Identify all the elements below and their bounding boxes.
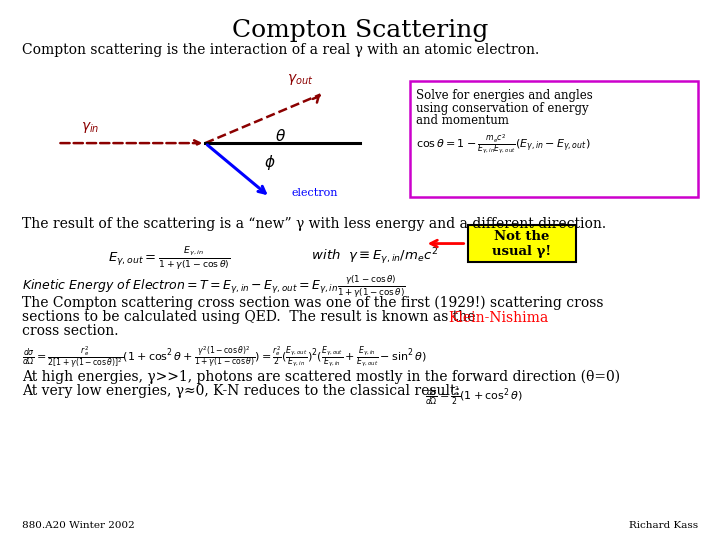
Text: Klein-Nishima: Klein-Nishima [448, 310, 548, 325]
Text: $with\ \ \gamma \equiv E_{\gamma,in}/m_e c^2$: $with\ \ \gamma \equiv E_{\gamma,in}/m_e… [299, 247, 438, 267]
Text: $\phi$: $\phi$ [264, 152, 276, 172]
Text: $\gamma_{in}$: $\gamma_{in}$ [81, 120, 99, 135]
Text: At high energies, γ>>1, photons are scattered mostly in the forward direction (θ: At high energies, γ>>1, photons are scat… [22, 370, 620, 384]
Text: The result of the scattering is a “new” γ with less energy and a different direc: The result of the scattering is a “new” … [22, 217, 606, 231]
Text: electron: electron [292, 188, 338, 198]
Text: The Compton scattering cross section was one of the first (1929!) scattering cro: The Compton scattering cross section was… [22, 296, 603, 310]
Text: $E_{\gamma,out} = \frac{E_{\gamma,in}}{1 + \gamma(1-\cos\theta)}$: $E_{\gamma,out} = \frac{E_{\gamma,in}}{1… [108, 244, 230, 272]
Text: Not the
usual γ!: Not the usual γ! [492, 230, 552, 258]
Text: and momentum: and momentum [416, 114, 509, 127]
FancyBboxPatch shape [468, 225, 576, 262]
Text: cross section.: cross section. [22, 324, 118, 338]
Text: Richard Kass: Richard Kass [629, 521, 698, 530]
FancyBboxPatch shape [410, 81, 698, 197]
Text: Compton Scattering: Compton Scattering [232, 19, 488, 42]
Text: Compton scattering is the interaction of a real γ with an atomic electron.: Compton scattering is the interaction of… [22, 43, 539, 57]
Text: $\gamma_{out}$: $\gamma_{out}$ [287, 72, 313, 87]
Text: $\cos\theta = 1 - \frac{m_e c^2}{E_{\gamma,in}E_{\gamma,out}}(E_{\gamma,in} - E_: $\cos\theta = 1 - \frac{m_e c^2}{E_{\gam… [416, 132, 590, 156]
Text: At very low energies, γ≈0, K-N reduces to the classical result:: At very low energies, γ≈0, K-N reduces t… [22, 384, 469, 399]
Text: 880.A20 Winter 2002: 880.A20 Winter 2002 [22, 521, 135, 530]
Text: $\frac{d\sigma}{d\Omega} = \frac{r_e^2}{2}(1+\cos^2\theta)$: $\frac{d\sigma}{d\Omega} = \frac{r_e^2}{… [425, 384, 523, 407]
Text: $\theta$: $\theta$ [275, 128, 287, 144]
Text: $\frac{d\sigma}{d\Omega} = \frac{r_e^2}{2[1+\gamma(1-\cos\theta)]^2}(1+\cos^2\th: $\frac{d\sigma}{d\Omega} = \frac{r_e^2}{… [22, 345, 426, 371]
Text: sections to be calculated using QED.  The result is known as the: sections to be calculated using QED. The… [22, 310, 480, 325]
Text: Solve for energies and angles: Solve for energies and angles [416, 89, 593, 102]
Text: $Kinetic\ Energy\ of\ Electron = T = E_{\gamma,in} - E_{\gamma,out} = E_{\gamma,: $Kinetic\ Energy\ of\ Electron = T = E_{… [22, 273, 405, 299]
Text: using conservation of energy: using conservation of energy [416, 102, 589, 114]
